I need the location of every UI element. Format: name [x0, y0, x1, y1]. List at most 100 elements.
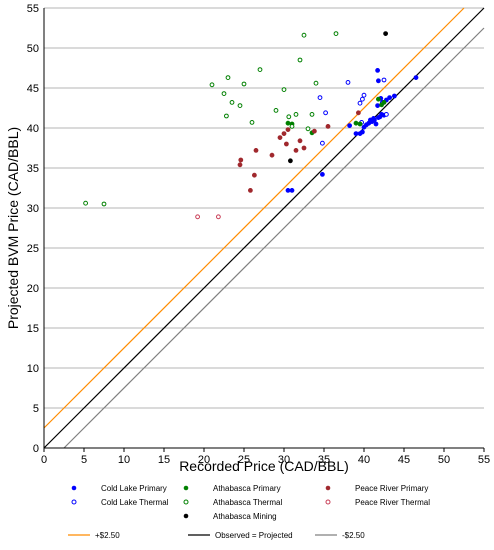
data-point — [281, 87, 287, 92]
data-point — [247, 187, 253, 193]
x-tick-label: 20 — [198, 454, 210, 466]
x-tick-label: 5 — [81, 454, 87, 466]
reference-line-2 — [63, 27, 485, 449]
legend-label: Peace River Primary — [355, 484, 428, 493]
reference-line-1 — [43, 7, 485, 449]
data-point — [301, 32, 307, 38]
data-point — [237, 103, 243, 108]
data-point — [375, 96, 381, 102]
legend-marker — [183, 513, 189, 519]
legend-label: Athabasca Mining — [213, 512, 277, 521]
reference-lines — [43, 7, 485, 449]
legend-marker — [183, 485, 189, 491]
y-tick-label: 35 — [27, 163, 39, 175]
legend-label: Cold Lake Thermal — [101, 498, 169, 507]
data-point — [83, 200, 88, 206]
data-point — [224, 113, 229, 119]
data-point — [277, 135, 283, 140]
axes — [43, 8, 484, 449]
data-point — [357, 121, 363, 127]
data-point — [361, 92, 367, 98]
legend-label: Athabasca Primary — [213, 484, 281, 493]
data-point — [301, 145, 307, 151]
data-point — [281, 131, 287, 136]
data-point — [287, 158, 293, 164]
data-point — [319, 171, 325, 177]
data-point — [283, 141, 289, 147]
x-axis-title: Recorded Price (CAD/BBL) — [179, 458, 349, 474]
data-point — [225, 75, 231, 80]
y-tick-label: 0 — [33, 443, 39, 455]
data-point — [286, 114, 292, 120]
data-point — [289, 187, 295, 193]
data-point — [293, 112, 299, 117]
y-tick-label: 30 — [27, 203, 39, 215]
data-point — [353, 120, 359, 126]
y-tick-label: 50 — [27, 43, 39, 55]
reference-line-0 — [43, 7, 465, 429]
data-point — [387, 95, 392, 100]
legend-label: -$2.50 — [342, 531, 365, 540]
data-point — [384, 112, 389, 117]
x-tick-label: 30 — [278, 454, 290, 466]
legend-marker — [71, 485, 77, 491]
legend-label: +$2.50 — [95, 531, 120, 540]
y-axis-title: Projected BVM Price (CAD/BBL) — [5, 127, 21, 329]
data-point — [257, 67, 263, 72]
x-tick-label: 25 — [238, 454, 250, 466]
data-point — [269, 152, 275, 158]
legend-label: Observed = Projected — [215, 531, 293, 540]
data-point — [237, 162, 243, 168]
legend-label: Athabasca Thermal — [213, 498, 282, 507]
data-point — [375, 78, 381, 84]
data-point — [359, 129, 365, 135]
data-point — [241, 81, 247, 87]
x-tick-label: 35 — [318, 454, 330, 466]
x-tick-label: 10 — [118, 454, 130, 466]
data-points — [83, 31, 419, 220]
x-tick-label: 55 — [478, 454, 490, 466]
data-point — [313, 80, 319, 86]
data-point — [238, 157, 244, 163]
data-point — [249, 120, 255, 125]
data-point — [381, 77, 387, 83]
legend-marker — [71, 499, 77, 505]
data-point — [345, 80, 351, 85]
legend-label: Cold Lake Primary — [101, 484, 167, 493]
data-point — [229, 100, 235, 105]
data-point — [195, 214, 201, 220]
data-point — [413, 75, 419, 80]
tick-labels: 0 5 10 15 20 25 30 35 40 45 50 55 0 5 10 15 20 25 30 35 40 45… — [27, 3, 490, 466]
data-point — [367, 117, 373, 123]
data-point — [309, 112, 315, 117]
data-point — [375, 68, 380, 73]
y-tick-label: 5 — [33, 403, 39, 415]
data-point — [216, 214, 221, 220]
y-tick-label: 10 — [27, 363, 39, 375]
data-point — [391, 93, 397, 99]
data-point — [251, 172, 257, 178]
legend-marker — [325, 485, 331, 491]
data-point — [333, 31, 339, 36]
data-point — [273, 108, 279, 113]
data-point — [323, 110, 329, 116]
legend-marker — [325, 499, 331, 505]
data-point — [381, 100, 387, 105]
data-point — [293, 147, 299, 153]
data-point — [221, 91, 227, 96]
data-point — [325, 124, 331, 129]
x-tick-label: 15 — [158, 454, 170, 466]
data-point — [101, 201, 107, 207]
data-point — [285, 120, 291, 126]
y-tick-label: 55 — [27, 3, 39, 15]
data-point — [305, 126, 311, 132]
data-point — [373, 121, 379, 127]
data-point — [297, 138, 303, 144]
data-point — [209, 82, 215, 88]
data-point — [285, 187, 291, 193]
x-tick-label: 50 — [438, 454, 450, 466]
y-tick-label: 40 — [27, 123, 39, 135]
data-point — [355, 110, 361, 116]
data-point — [347, 123, 352, 128]
